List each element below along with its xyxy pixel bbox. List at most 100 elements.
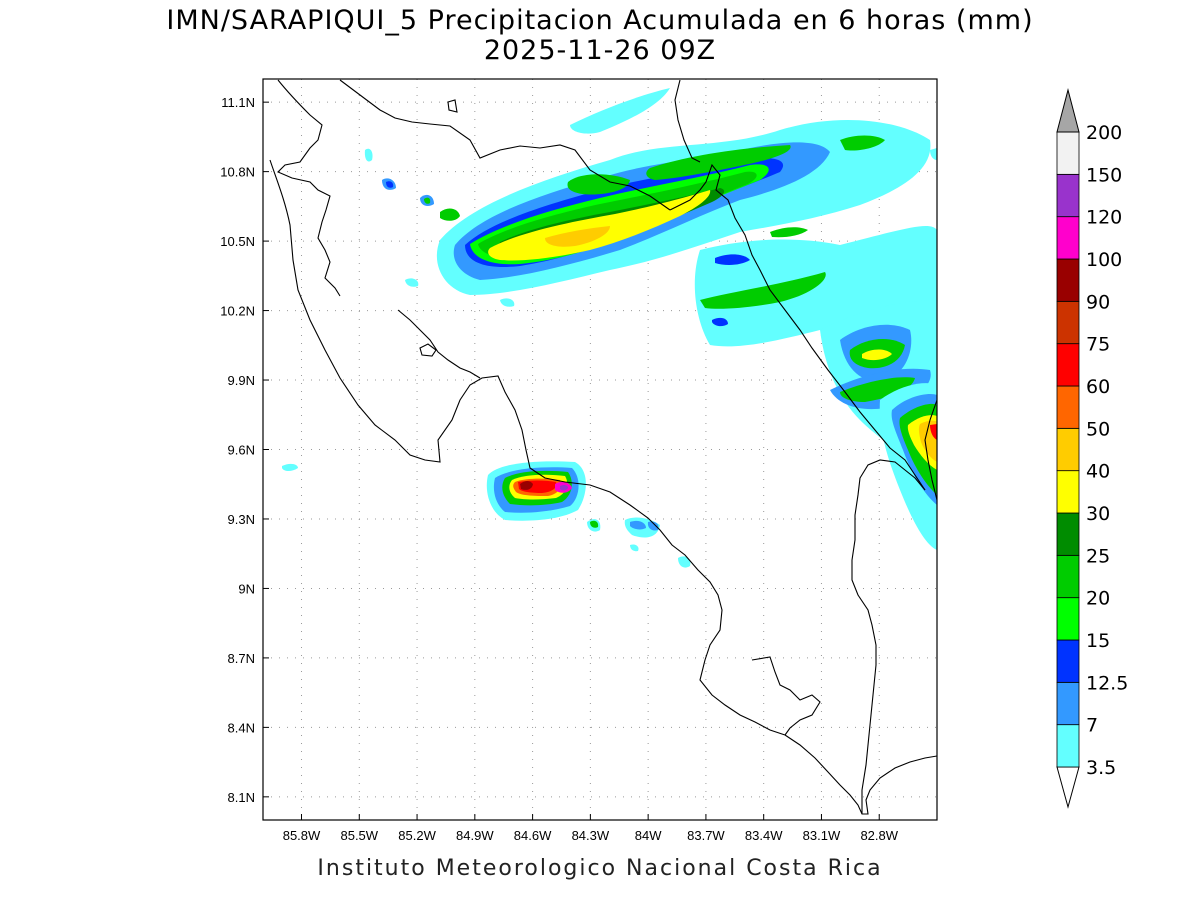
contour-20mm [700,272,826,309]
y-tick-label: 10.8N [220,165,255,180]
y-tick-label: 8.4N [228,720,255,735]
contour-3-5mm [500,298,515,307]
colorbar-label: 120 [1086,207,1122,229]
colorbar-label: 3.5 [1086,757,1116,779]
colorbar-label: 20 [1086,588,1110,610]
colorbar-label: 7 [1086,715,1098,737]
contour-12-5mm [386,181,394,188]
y-tick-label: 8.1N [228,790,255,805]
colorbar-label: 200 [1086,122,1122,144]
x-tick-label: 82.8W [860,828,898,843]
footer-credit: Instituto Meteorologico Nacional Costa R… [317,856,883,881]
x-tick-label: 83.7W [687,828,725,843]
contour-3-5mm [678,556,691,568]
nicaragua-costa-rica-border [669,163,926,491]
colorbar-label: 60 [1086,376,1110,398]
contour-12-5mm [715,254,750,265]
x-tick-label: 84.6W [514,828,552,843]
colorbar-swatch [1056,300,1080,345]
contour-100mm [520,481,533,490]
contour-20mm [646,145,791,180]
colorbar-swatch [1056,216,1080,260]
osa-peninsula-coast [751,656,821,736]
colorbar-swatch [1056,173,1080,218]
lake-islet [447,99,458,113]
colorbar-label: 25 [1086,545,1110,567]
y-tick-label: 10.2N [220,304,255,319]
contour-3-5mm [570,88,670,134]
contour-7mm [630,520,646,530]
contour-150mm [560,484,568,491]
y-axis-ticks: 8.1N 8.4N 8.7N 9N 9.3N 9.6N 9.9N 10.2N 10.5N 10.8… [220,95,269,805]
colorbar-swatch [1056,427,1080,472]
contour-7mm [647,521,659,531]
contour-20mm [440,208,460,221]
x-tick-label: 85.2W [398,828,436,843]
colorbar-label: 50 [1086,418,1110,440]
colorbar-label: 30 [1086,503,1110,525]
colorbar-swatch [1056,343,1080,387]
colorbar-upper-arrow [1056,88,1080,133]
contour-30mm [862,349,892,361]
y-tick-label: 10.5N [220,234,255,249]
colorbar-label: 15 [1086,630,1110,652]
panama-pacific-coast [784,734,937,815]
contour-40mm [545,226,610,247]
y-tick-label: 9.3N [228,512,255,527]
colorbar-swatch [1056,554,1080,599]
contour-20mm [840,377,915,402]
gulf-island [419,343,437,357]
contour-20mm [424,197,431,204]
x-tick-label: 84.3W [572,828,610,843]
nicaragua-pacific-coast [277,79,341,297]
x-tick-label: 85.5W [340,828,378,843]
y-tick-label: 9.9N [228,373,255,388]
rain-east [830,324,937,550]
contour-3-5mm [405,278,419,287]
colorbar-label: 90 [1086,291,1110,313]
contour-20mm [567,174,630,195]
nicoya-peninsula-coast [269,159,786,736]
contour-20mm [840,135,885,151]
colorbar-swatch [1056,258,1080,302]
costa-rica-panama-border [851,459,926,814]
contour-30mm [488,190,711,261]
map-title: IMN/SARAPIQUI_5 Precipitacion Acumulada … [166,5,1034,36]
y-tick-label: 8.7N [228,651,255,666]
contour-12-5mm [712,317,728,327]
colorbar-swatch [1056,385,1080,429]
contour-60mm [930,424,937,440]
contour-3-5mm [282,463,298,471]
colorbar-lower-arrow [1056,766,1080,809]
colorbar-label: 100 [1086,249,1122,271]
rain-central-pacific [282,461,691,568]
x-tick-label: 84.9W [456,828,494,843]
contour-3-5mm [364,148,373,162]
caribbean-coast-costa-rica [924,399,937,501]
colorbar-swatch [1056,639,1080,683]
caribbean-coast-north [674,79,701,163]
contour-20mm [770,227,808,238]
colorbar-swatch [1056,512,1080,556]
coastline-and-borders [269,79,937,815]
y-tick-label: 11.1N [221,95,255,110]
map-subtitle: 2025-11-26 09Z [483,35,717,66]
colorbar-label: 75 [1086,334,1110,356]
colorbar-swatch [1056,131,1080,175]
colorbar-swatch [1056,681,1080,726]
x-tick-label: 83.4W [745,828,783,843]
colorbar-swatch [1056,724,1080,768]
x-tick-label: 83.1W [803,828,841,843]
colorbar-label: 12.5 [1086,672,1128,694]
x-axis-ticks: 85.8W 85.5W 85.2W 84.9W 84.6W 84.3W 84W 83.7W 83… [283,814,899,843]
contour-3-5mm [630,544,639,552]
contour-20mm [590,520,599,528]
colorbar-swatch [1056,470,1080,514]
nicaragua-lake-shore [339,79,671,211]
colorbar-swatch [1056,597,1080,641]
gulf-of-nicoya-inner-coast [397,309,481,379]
contour-3-5mm [930,148,937,160]
colorbar-label: 40 [1086,461,1110,483]
